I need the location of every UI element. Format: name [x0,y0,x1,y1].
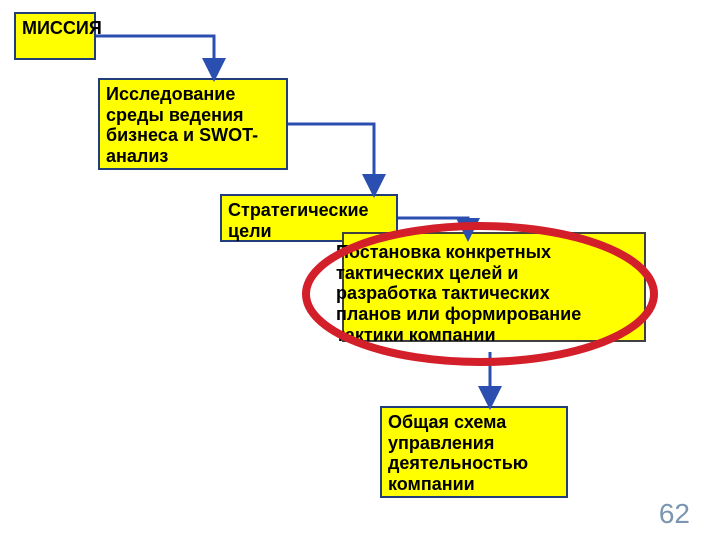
page-number: 62 [659,498,690,530]
box-mission: МИССИЯ [14,12,96,60]
box-scheme-text: Общая схема управления деятельностью ком… [388,412,528,494]
box-scheme: Общая схема управления деятельностью ком… [380,406,568,498]
box-swot-text: Исследование среды ведения бизнеса и SWO… [106,84,258,166]
box-swot: Исследование среды ведения бизнеса и SWO… [98,78,288,170]
box-tactics: Постановка конкретных тактических целей … [330,238,590,352]
box-mission-text: МИССИЯ [22,18,102,38]
box-tactics-text: Постановка конкретных тактических целей … [336,242,581,345]
arrow-0 [96,36,214,76]
arrow-1 [288,124,374,192]
